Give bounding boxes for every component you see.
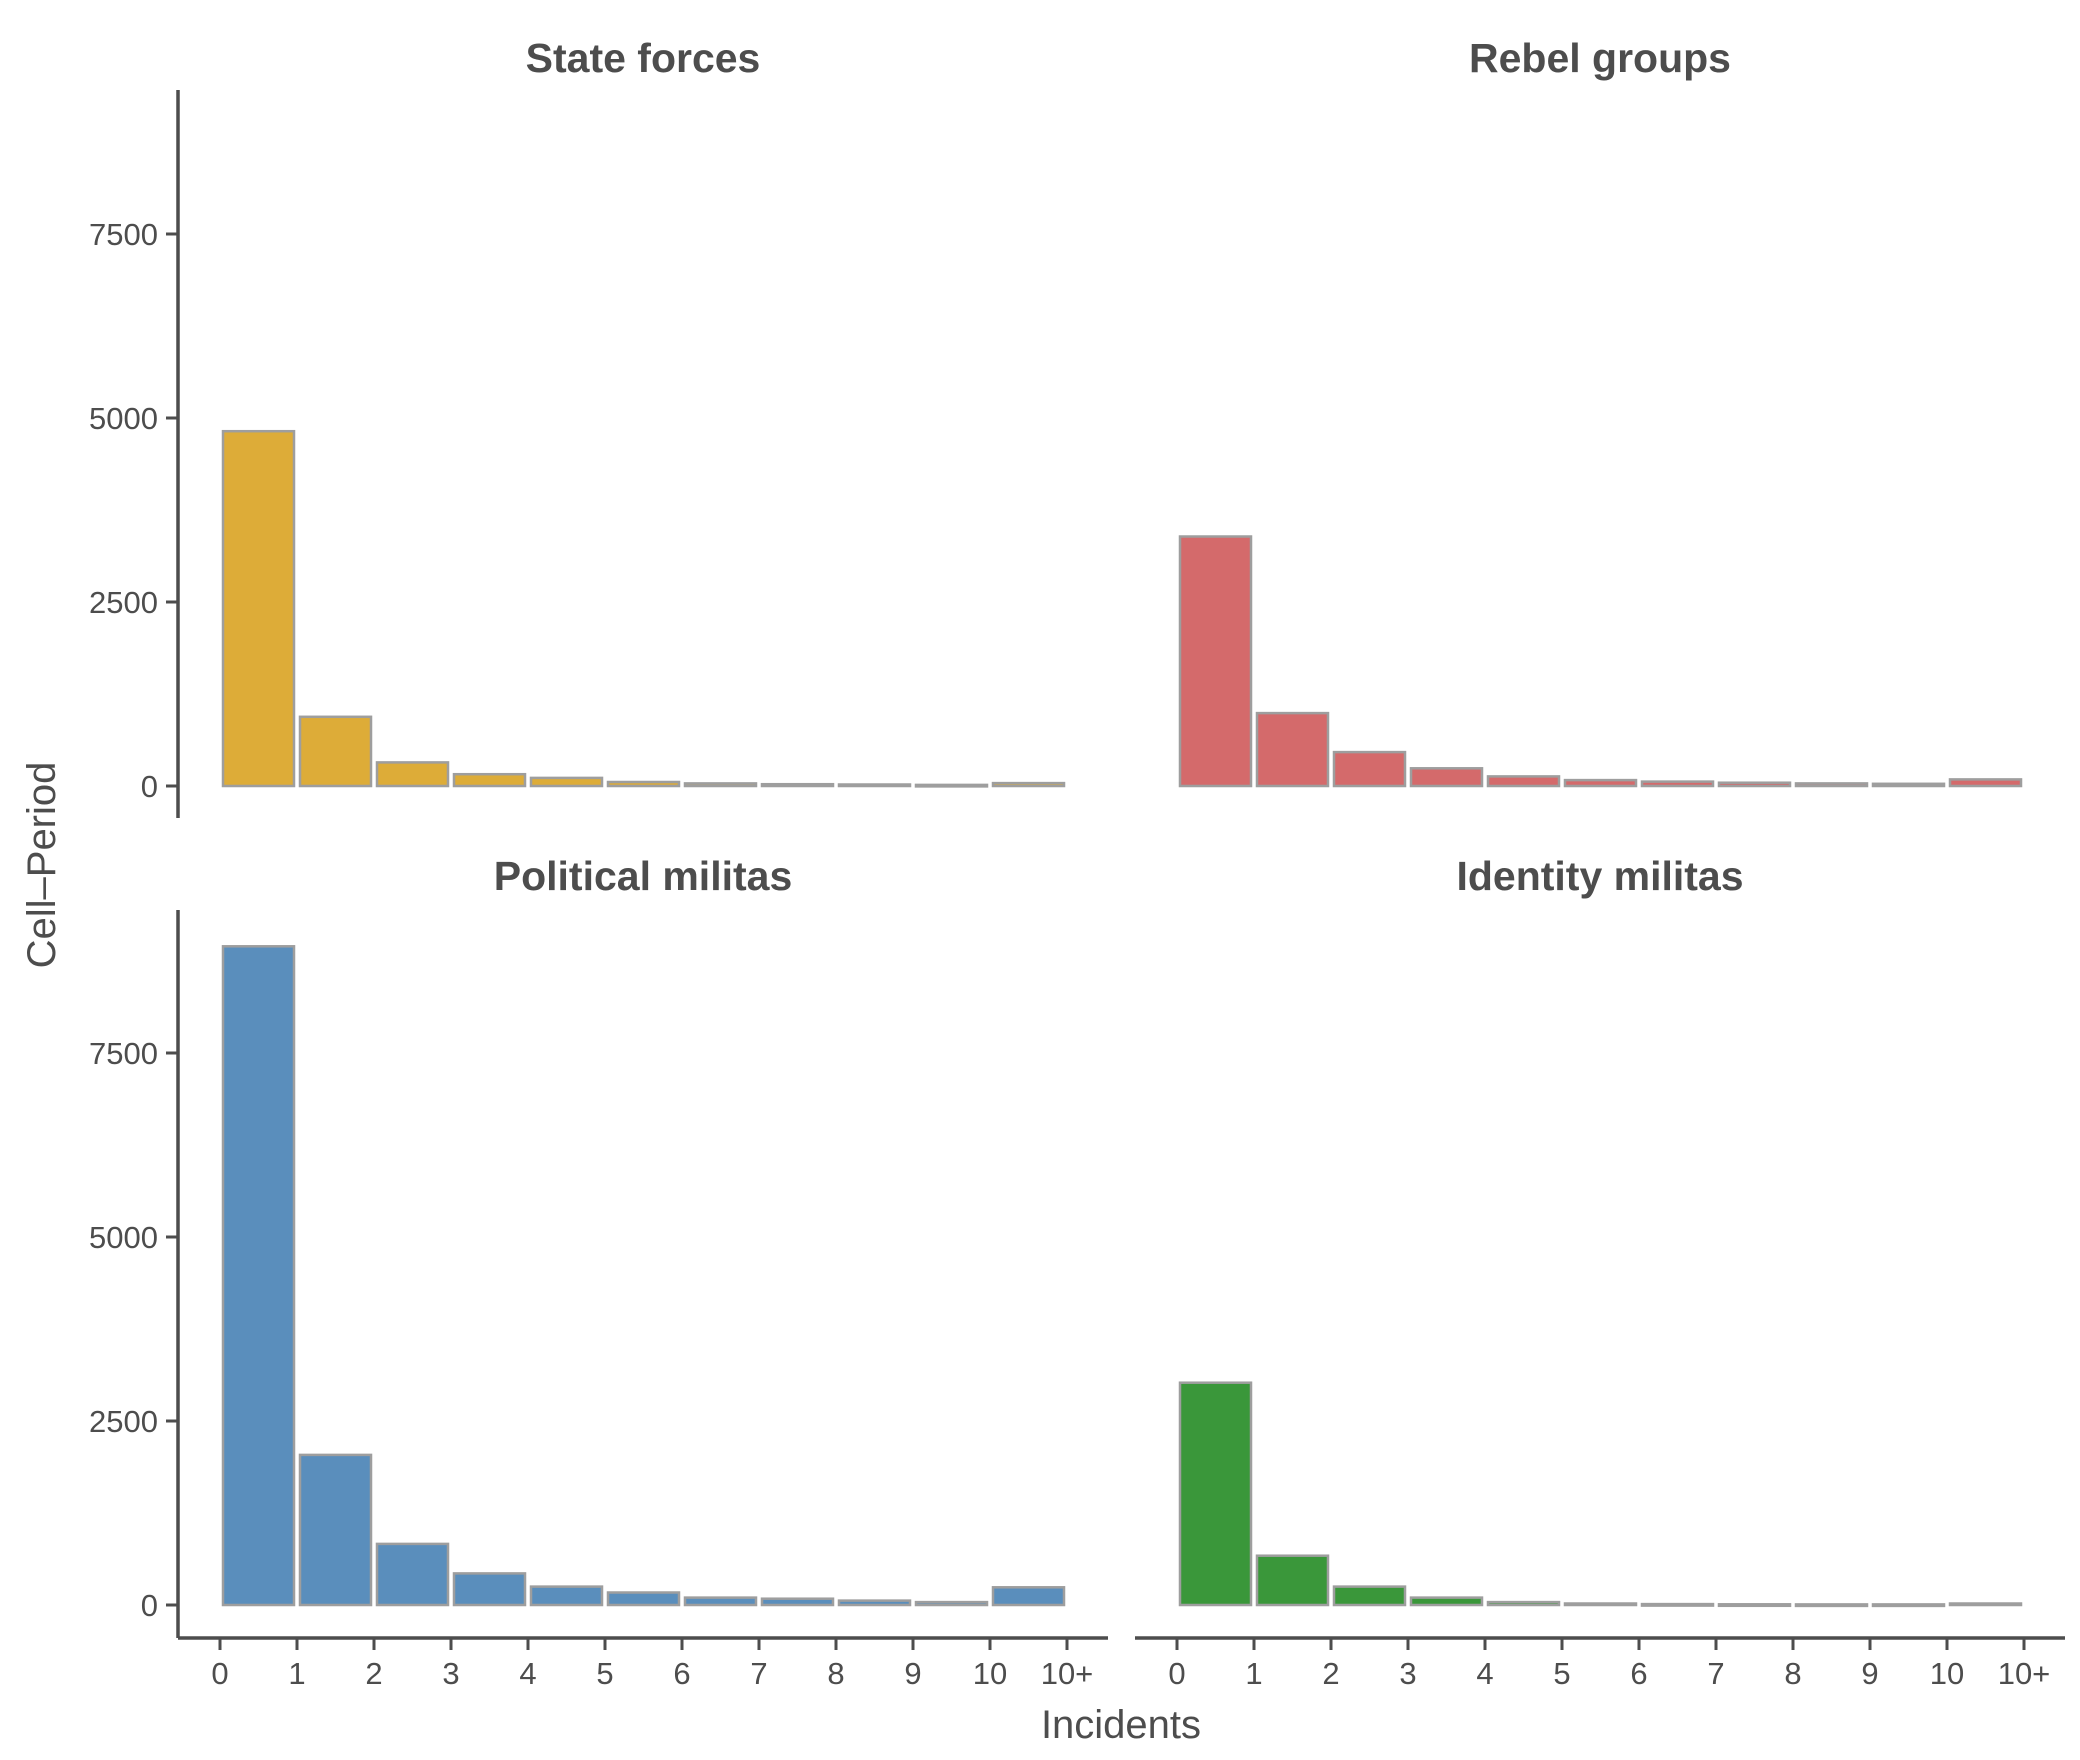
x-tick-label: 4 <box>519 1656 536 1691</box>
bar-0 <box>1178 1381 1253 1607</box>
x-tick-label: 1 <box>1245 1656 1262 1691</box>
bar-10 <box>1948 778 2023 788</box>
bar-2 <box>1332 750 1407 788</box>
facet-title: Identity militas <box>1456 853 1743 899</box>
bar-9 <box>1871 1603 1946 1608</box>
bar-3 <box>452 1572 527 1607</box>
bar-3 <box>1409 1596 1484 1607</box>
facet-3: Political militas 0 2500 5000 7500 0 1 2 3 4 5 6 7 8 9… <box>89 853 1108 1691</box>
bar-3 <box>1409 767 1484 788</box>
y-tick-label: 5000 <box>89 401 158 436</box>
bar-6 <box>1640 780 1715 788</box>
x-tick-label: 0 <box>211 1656 228 1691</box>
bar-2 <box>375 1542 450 1607</box>
bar-4 <box>529 1585 604 1607</box>
x-tick-label: 10+ <box>1041 1656 1094 1691</box>
x-tick-label: 10 <box>973 1656 1007 1691</box>
facet-title: Rebel groups <box>1469 35 1731 81</box>
x-tick-label: 8 <box>827 1656 844 1691</box>
bar-6 <box>683 782 758 788</box>
bar-3 <box>452 772 527 788</box>
x-tick-label: 3 <box>1399 1656 1416 1691</box>
y-tick-label: 5000 <box>89 1220 158 1255</box>
bar-2 <box>375 761 450 788</box>
bar-5 <box>1563 778 1638 788</box>
x-tick-label: 4 <box>1476 1656 1493 1691</box>
bar-2 <box>1332 1585 1407 1607</box>
bar-9 <box>914 783 989 788</box>
bar-0 <box>221 945 296 1607</box>
x-tick-label: 6 <box>1630 1656 1647 1691</box>
x-tick-label: 10 <box>1930 1656 1964 1691</box>
bar-4 <box>1486 1600 1561 1607</box>
bar-5 <box>606 1591 681 1607</box>
x-tick-label: 5 <box>596 1656 613 1691</box>
bar-4 <box>529 776 604 788</box>
x-tick-label: 3 <box>442 1656 459 1691</box>
x-tick-label: 0 <box>1168 1656 1185 1691</box>
bar-5 <box>606 780 681 788</box>
bar-9 <box>1871 782 1946 788</box>
y-tick-label: 7500 <box>89 1036 158 1071</box>
bar-1 <box>298 715 373 788</box>
bar-8 <box>1794 1603 1869 1608</box>
y-axis-title: Cell–Period <box>20 762 64 969</box>
x-tick-label: 7 <box>1707 1656 1724 1691</box>
bar-8 <box>1794 782 1869 788</box>
bar-1 <box>1255 711 1330 788</box>
x-tick-label: 10+ <box>1998 1656 2051 1691</box>
x-tick-label: 6 <box>673 1656 690 1691</box>
bar-7 <box>760 1597 835 1607</box>
facet-1: State forces 0 2500 5000 7500 <box>89 35 1066 818</box>
y-tick-label: 2500 <box>89 1404 158 1439</box>
bar-8 <box>837 1599 912 1607</box>
facet-title: Political militas <box>494 853 793 899</box>
y-tick-label: 2500 <box>89 585 158 620</box>
x-tick-label: 9 <box>904 1656 921 1691</box>
bar-6 <box>683 1596 758 1607</box>
bar-1 <box>298 1453 373 1607</box>
facet-title: State forces <box>526 35 761 81</box>
bar-10 <box>991 1586 1066 1607</box>
bar-4 <box>1486 775 1561 788</box>
bar-8 <box>837 783 912 788</box>
bar-0 <box>1178 535 1253 788</box>
x-tick-label: 1 <box>288 1656 305 1691</box>
x-tick-label: 5 <box>1553 1656 1570 1691</box>
bar-7 <box>1717 781 1792 788</box>
bar-7 <box>760 782 835 788</box>
y-tick-label: 0 <box>141 1588 158 1623</box>
x-axis-title: Incidents <box>1041 1703 1201 1747</box>
facet-2: Rebel groups <box>1178 35 2023 788</box>
bar-9 <box>914 1600 989 1607</box>
x-tick-label: 7 <box>750 1656 767 1691</box>
y-tick-label: 0 <box>141 769 158 804</box>
x-tick-label: 2 <box>1322 1656 1339 1691</box>
bar-10 <box>1948 1602 2023 1607</box>
y-tick-label: 7500 <box>89 217 158 252</box>
bar-10 <box>991 781 1066 788</box>
x-tick-label: 8 <box>1784 1656 1801 1691</box>
facet-4: Identity militas 0 1 2 3 4 5 6 7 8 9 10 10+ <box>1135 853 2065 1691</box>
bar-0 <box>221 429 296 788</box>
x-tick-label: 9 <box>1861 1656 1878 1691</box>
bar-5 <box>1563 1602 1638 1607</box>
x-tick-label: 2 <box>365 1656 382 1691</box>
bar-1 <box>1255 1554 1330 1607</box>
bar-7 <box>1717 1603 1792 1608</box>
bar-6 <box>1640 1602 1715 1607</box>
